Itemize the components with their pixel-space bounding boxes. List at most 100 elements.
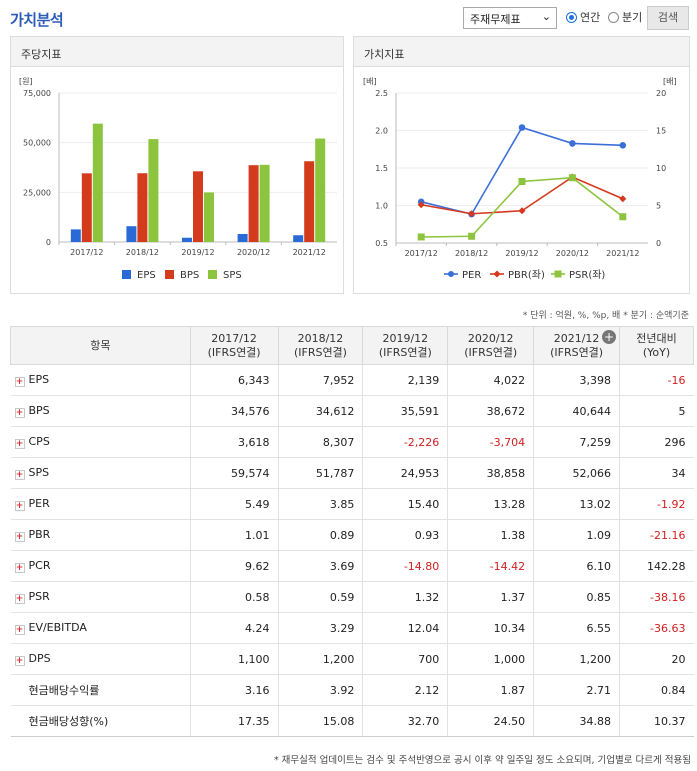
row-label-cell[interactable]: + PCR	[10, 550, 191, 582]
legend-swatch-eps	[122, 270, 131, 279]
legend-label: EPS	[137, 270, 156, 281]
row-label-cell[interactable]: + BPS	[10, 395, 191, 427]
legend-marker-psr	[554, 270, 562, 278]
x-tick-label: 2019/12	[181, 248, 214, 257]
radio-quarter-label: 분기	[622, 11, 643, 24]
legend-marker-pbr	[493, 270, 501, 278]
table-cell: 34.88	[533, 705, 620, 737]
row-label-cell[interactable]: + DPS	[10, 643, 191, 675]
row-label: 현금배당성향(%)	[28, 715, 109, 728]
row-label-cell[interactable]: + EPS	[10, 364, 191, 396]
table-row: + PER 5.49 3.85 15.40 13.28 13.02 -1.92	[10, 488, 694, 520]
unit-label-left: [배]	[363, 77, 377, 86]
expand-plus-icon[interactable]: +	[14, 563, 25, 573]
bar-bps	[193, 171, 203, 242]
row-label-cell[interactable]: + PER	[10, 488, 191, 520]
table-cell: 0.59	[277, 581, 363, 613]
statement-type-select[interactable]: 주재무제표 ⌄	[463, 7, 557, 29]
legend-swatch-sps	[208, 270, 217, 279]
row-label-cell[interactable]: + PBR	[10, 519, 191, 551]
point-pbr	[468, 210, 476, 218]
header-sublabel: (IFRS연결)	[550, 345, 604, 359]
legend-marker-per	[448, 271, 454, 277]
table-cell: -1.92	[619, 488, 694, 520]
table-cell: -2,226	[362, 426, 448, 458]
row-label: DPS	[28, 652, 51, 665]
table-cell: 0.93	[362, 519, 448, 551]
y-tick-label: 75,000	[23, 89, 51, 98]
table-cell: 15.40	[362, 488, 448, 520]
row-label: CPS	[28, 435, 50, 448]
y-tick-label-right: 15	[656, 127, 666, 136]
expand-plus-icon[interactable]: +	[14, 656, 25, 666]
add-column-icon[interactable]: +	[602, 330, 617, 344]
table-cell: 0.84	[619, 674, 694, 706]
table-cell: 13.28	[447, 488, 534, 520]
row-label-cell[interactable]: + CPS	[10, 426, 191, 458]
table-cell: 3,618	[189, 426, 279, 458]
header-col: 2017/12 (IFRS연결)	[189, 326, 279, 365]
table-cell: -14.80	[362, 550, 448, 582]
row-label-cell[interactable]: + PSR	[10, 581, 191, 613]
header-sublabel: (YoY)	[642, 345, 671, 359]
search-button[interactable]: 검색	[647, 6, 689, 30]
table-cell: 5	[619, 395, 694, 427]
table-cell: 1.87	[447, 674, 534, 706]
expand-plus-icon[interactable]: +	[14, 501, 25, 511]
x-tick-label: 2018/12	[455, 249, 488, 258]
unit-label: [원]	[19, 77, 33, 86]
expand-plus-icon[interactable]: +	[14, 408, 25, 418]
legend-label: PBR(좌)	[508, 269, 545, 281]
table-row: 현금배당성향(%) 17.35 15.08 32.70 24.50 34.88 10.37	[10, 705, 694, 737]
x-tick-label: 2020/12	[237, 248, 270, 257]
point-psr	[568, 174, 576, 182]
expand-plus-icon[interactable]: +	[14, 532, 25, 542]
expand-plus-icon[interactable]: +	[14, 377, 25, 387]
table-cell: 7,259	[533, 426, 620, 458]
point-psr	[417, 233, 425, 241]
bar-sps	[148, 139, 159, 242]
header-col: 2021/12 (IFRS연결) +	[533, 326, 621, 365]
value-table: 항목 2017/12 (IFRS연결) 2018/12 (IFRS연결) 2019/12(…	[10, 326, 694, 737]
table-cell: 2.71	[533, 674, 620, 706]
bar-bps	[304, 161, 315, 242]
table-cell: 6.10	[533, 550, 620, 582]
point-psr	[468, 232, 476, 240]
table-cell: 1.37	[447, 581, 534, 613]
y-tick-label-left: 0.5	[375, 239, 388, 248]
row-label-cell[interactable]: + EV/EBITDA	[10, 612, 191, 644]
table-cell: 10.37	[619, 705, 694, 737]
table-cell: 3,398	[533, 364, 620, 396]
table-cell: 8,307	[277, 426, 363, 458]
expand-plus-icon[interactable]: +	[14, 439, 25, 449]
value-chart: [배] [배] 2.5 20 2.0 15 1.5 10 1.0 5 0.5 0 2017/12 2018…	[363, 77, 677, 281]
header-sublabel: (IFRS연결)	[464, 345, 518, 359]
table-cell: 17.35	[189, 705, 279, 737]
panel-title: 가치지표	[354, 37, 689, 67]
table-cell: 3.29	[277, 612, 363, 644]
row-label-cell[interactable]: + SPS	[10, 457, 191, 489]
table-cell: 2,139	[362, 364, 448, 396]
header-label: 항목	[90, 338, 111, 352]
table-cell: 24.50	[447, 705, 534, 737]
select-value: 주재무제표	[470, 13, 521, 26]
row-label: SPS	[28, 466, 50, 479]
table-cell: 51,787	[277, 457, 363, 489]
x-tick-label: 2018/12	[126, 248, 159, 257]
table-cell: 6,343	[189, 364, 279, 396]
header-col: 2020/12 (IFRS연결)	[447, 326, 535, 365]
expand-plus-icon[interactable]: +	[14, 625, 25, 635]
y-tick-label: 25,000	[23, 188, 51, 197]
expand-plus-icon[interactable]: +	[14, 470, 25, 480]
table-row: + CPS 3,618 8,307 -2,226 -3,704 7,259 296	[10, 426, 694, 458]
radio-quarter[interactable]: 분기	[608, 9, 642, 25]
table-cell: 34	[619, 457, 694, 489]
point-pbr	[417, 201, 425, 209]
radio-annual[interactable]: 연간	[566, 9, 600, 25]
table-cell: 13.02	[533, 488, 620, 520]
table-cell: 38,672	[447, 395, 534, 427]
y-tick-label-right: 20	[656, 89, 666, 98]
expand-plus-icon[interactable]: +	[14, 594, 25, 604]
y-tick-label: 0	[46, 238, 51, 247]
x-tick-label: 2020/12	[556, 249, 589, 258]
